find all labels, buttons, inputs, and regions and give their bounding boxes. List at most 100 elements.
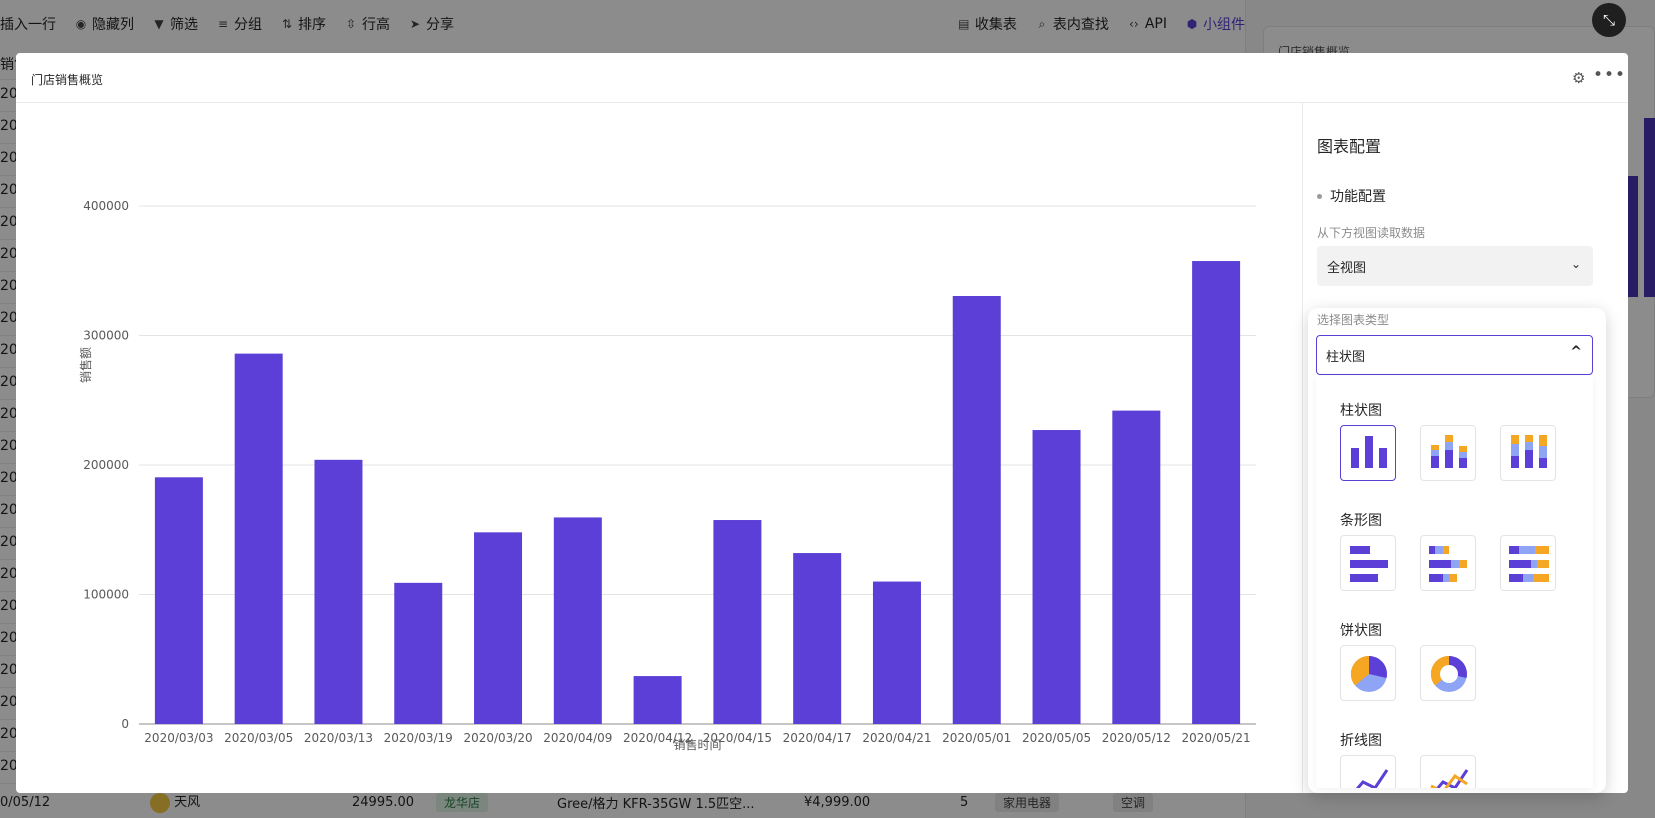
- bar[interactable]: [952, 296, 1001, 724]
- bar[interactable]: [154, 477, 203, 724]
- bar[interactable]: [314, 459, 363, 724]
- bar-percent-icon: [1509, 546, 1549, 582]
- chart-type-popup: 选择图表类型 柱状图 ^ 柱状图 条形图 饼状图 折线图: [1308, 308, 1606, 793]
- column-basic-icon: [1351, 436, 1387, 468]
- toolbar: ＋插入一行 ◉ 隐藏列 ▼ 筛选 ≡ 分组 ⇅ 排序 ⇳ 行高 ➤ 分享 ▤ 收集表 ⌕ 表内查找 ‹› API ⬢…: [0, 0, 1245, 48]
- x-tick-label: 2020/04/17: [783, 731, 852, 745]
- line-basic-icon: [1355, 769, 1389, 788]
- collapse-icon: ⤡: [1602, 11, 1615, 29]
- chart-type-option[interactable]: [1420, 645, 1476, 701]
- chart-type-option[interactable]: [1420, 535, 1476, 591]
- y-tick-label: 100000: [83, 588, 129, 602]
- toolbar-widget-button[interactable]: ⬢ 小组件: [1185, 14, 1245, 34]
- toolbar-label: 排序: [298, 17, 326, 33]
- x-tick-label: 2020/03/20: [463, 731, 532, 745]
- column-percent-icon: [1511, 435, 1547, 468]
- chart-type-option[interactable]: [1420, 755, 1476, 788]
- chevron-up-icon: ^: [1570, 344, 1582, 360]
- avatar: [150, 792, 170, 813]
- chart-type-option[interactable]: [1340, 425, 1396, 481]
- exit-fullscreen-button[interactable]: ⤡: [1592, 3, 1626, 37]
- toolbar-label: 隐藏列: [92, 17, 134, 33]
- x-tick-label: 2020/03/19: [384, 731, 453, 745]
- bar[interactable]: [713, 520, 762, 724]
- bar[interactable]: [394, 582, 443, 724]
- config-section: 功能配置: [1317, 186, 1386, 206]
- widget-icon: ⬢: [1186, 17, 1198, 31]
- toolbar-plus-button[interactable]: ＋插入一行: [0, 14, 56, 34]
- bar[interactable]: [474, 532, 523, 724]
- bar[interactable]: [633, 676, 682, 724]
- x-tick-label: 2020/05/12: [1102, 731, 1171, 745]
- x-tick-label: 2020/05/01: [942, 731, 1011, 745]
- cell-date: 0/05/12: [0, 794, 51, 810]
- data-source-label: 从下方视图读取数据: [1317, 226, 1426, 240]
- code-icon: ‹›: [1129, 17, 1139, 31]
- x-tick-label: 2020/05/05: [1022, 731, 1091, 745]
- bar[interactable]: [872, 581, 921, 724]
- toolbar-label: 分享: [426, 17, 454, 33]
- chart-type-option[interactable]: [1340, 645, 1396, 701]
- toolbar-share-button[interactable]: ➤ 分享: [408, 14, 454, 34]
- toolbar-label: 表内查找: [1052, 17, 1109, 33]
- toolbar-search-button[interactable]: ⌕ 表内查找: [1035, 14, 1109, 34]
- bar[interactable]: [1112, 410, 1161, 724]
- gear-icon[interactable]: ⚙: [1572, 69, 1586, 87]
- chart-type-label: 选择图表类型: [1317, 313, 1390, 327]
- chart-type-option[interactable]: [1500, 425, 1556, 481]
- line-multi-icon: [1430, 769, 1469, 788]
- bar[interactable]: [553, 517, 602, 724]
- toolbar-label: 收集表: [974, 17, 1017, 33]
- sort-icon: ⇅: [281, 17, 293, 31]
- pie-icon: [1350, 655, 1387, 692]
- x-tick-label: 2020/04/09: [543, 731, 612, 745]
- chevron-down-icon: ⌄: [1570, 257, 1581, 271]
- toolbar-filter-button[interactable]: ▼ 筛选: [152, 14, 198, 34]
- chart-group-title: 条形图: [1340, 513, 1382, 529]
- data-source-value: 全视图: [1327, 260, 1367, 276]
- chart-type-value: 柱状图: [1326, 349, 1366, 365]
- x-tick-label: 2020/03/13: [304, 731, 373, 745]
- x-tick-label: 2020/04/21: [862, 731, 931, 745]
- filter-icon: ▼: [154, 17, 164, 31]
- bar[interactable]: [1032, 430, 1081, 724]
- toolbar-group-button[interactable]: ≡ 分组: [216, 14, 262, 34]
- toolbar-label: 插入一行: [0, 17, 56, 33]
- chart-type-option[interactable]: [1340, 535, 1396, 591]
- toolbar-label: 小组件: [1203, 17, 1245, 33]
- data-source-select[interactable]: 全视图 ⌄: [1317, 246, 1593, 286]
- bar[interactable]: [234, 353, 283, 724]
- toolbar-row-height-button[interactable]: ⇳ 行高: [344, 14, 390, 34]
- bar[interactable]: [793, 553, 842, 724]
- table-row[interactable]: 0/05/12 天风 24995.00 龙华店 Gree/格力 KFR-35GW…: [0, 786, 1245, 818]
- toolbar-code-button[interactable]: ‹› API: [1127, 16, 1167, 32]
- row-height-icon: ⇳: [345, 17, 357, 31]
- chart-type-option[interactable]: [1500, 535, 1556, 591]
- eye-icon: ◉: [75, 17, 87, 31]
- toolbar-sort-button[interactable]: ⇅ 排序: [280, 14, 326, 34]
- toolbar-label: API: [1144, 16, 1167, 32]
- toolbar-label: 行高: [362, 17, 390, 33]
- bullet-icon: [1317, 193, 1322, 199]
- toolbar-label: 分组: [234, 17, 262, 33]
- bar-basic-icon: [1350, 546, 1388, 582]
- toolbar-form-button[interactable]: ▤ 收集表: [957, 14, 1017, 34]
- more-icon[interactable]: •••: [1593, 65, 1627, 85]
- chart-type-select[interactable]: 柱状图 ^: [1316, 335, 1593, 375]
- chart-type-option[interactable]: [1340, 755, 1396, 788]
- x-tick-label: 2020/04/12: [623, 731, 692, 745]
- bar[interactable]: [1192, 261, 1241, 724]
- toolbar-left: ＋插入一行 ◉ 隐藏列 ▼ 筛选 ≡ 分组 ⇅ 排序 ⇳ 行高 ➤ 分享: [0, 14, 472, 34]
- config-section-label: 功能配置: [1330, 189, 1386, 205]
- search-icon: ⌕: [1038, 17, 1046, 31]
- config-title: 图表配置: [1317, 137, 1382, 156]
- toolbar-eye-button[interactable]: ◉ 隐藏列: [74, 14, 134, 34]
- cell-product: Gree/格力 KFR-35GW 1.5匹空...: [557, 796, 755, 812]
- donut-icon: [1430, 655, 1467, 692]
- chart-group-title: 折线图: [1340, 733, 1382, 749]
- chart-type-option[interactable]: [1420, 425, 1476, 481]
- y-tick-label: 200000: [83, 458, 129, 472]
- column-stacked-icon: [1431, 435, 1467, 468]
- cell-amount: 24995.00: [352, 794, 415, 810]
- chart-type-options: 柱状图 条形图 饼状图 折线图: [1316, 376, 1593, 788]
